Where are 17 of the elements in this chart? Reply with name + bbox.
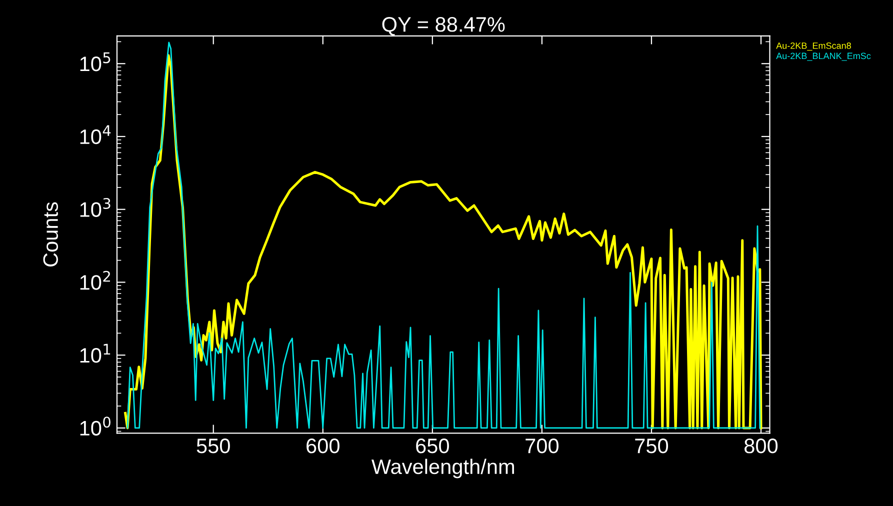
y-tick-label: 10$^{3}$ xyxy=(80,198,110,217)
text: Au-2KB_BLANK_EmSc xyxy=(776,52,871,61)
x-axis-title: Wavelength/nm xyxy=(371,458,514,478)
x-tick-label: 700 xyxy=(526,438,559,454)
x-tick-label: 650 xyxy=(416,438,449,454)
y-tick-label: 10$^{1}$ xyxy=(80,344,110,363)
y-tick-label: 10$^{0}$ xyxy=(80,416,110,436)
y-axis-title: Counts xyxy=(43,202,58,266)
text: Au-2KB_EmScan8 xyxy=(776,42,851,51)
x-tick-label: 750 xyxy=(635,438,668,454)
x-tick-label: 800 xyxy=(744,438,778,454)
x-tick-label: 550 xyxy=(196,438,230,454)
x-tick-label: 600 xyxy=(306,438,340,454)
chart-title: QY = 88.47% xyxy=(382,17,505,36)
y-tick-label: 10$^{5}$ xyxy=(80,52,110,72)
y-tick-label: 10$^{4}$ xyxy=(80,125,111,144)
y-tick-label: 10$^{2}$ xyxy=(80,270,110,290)
